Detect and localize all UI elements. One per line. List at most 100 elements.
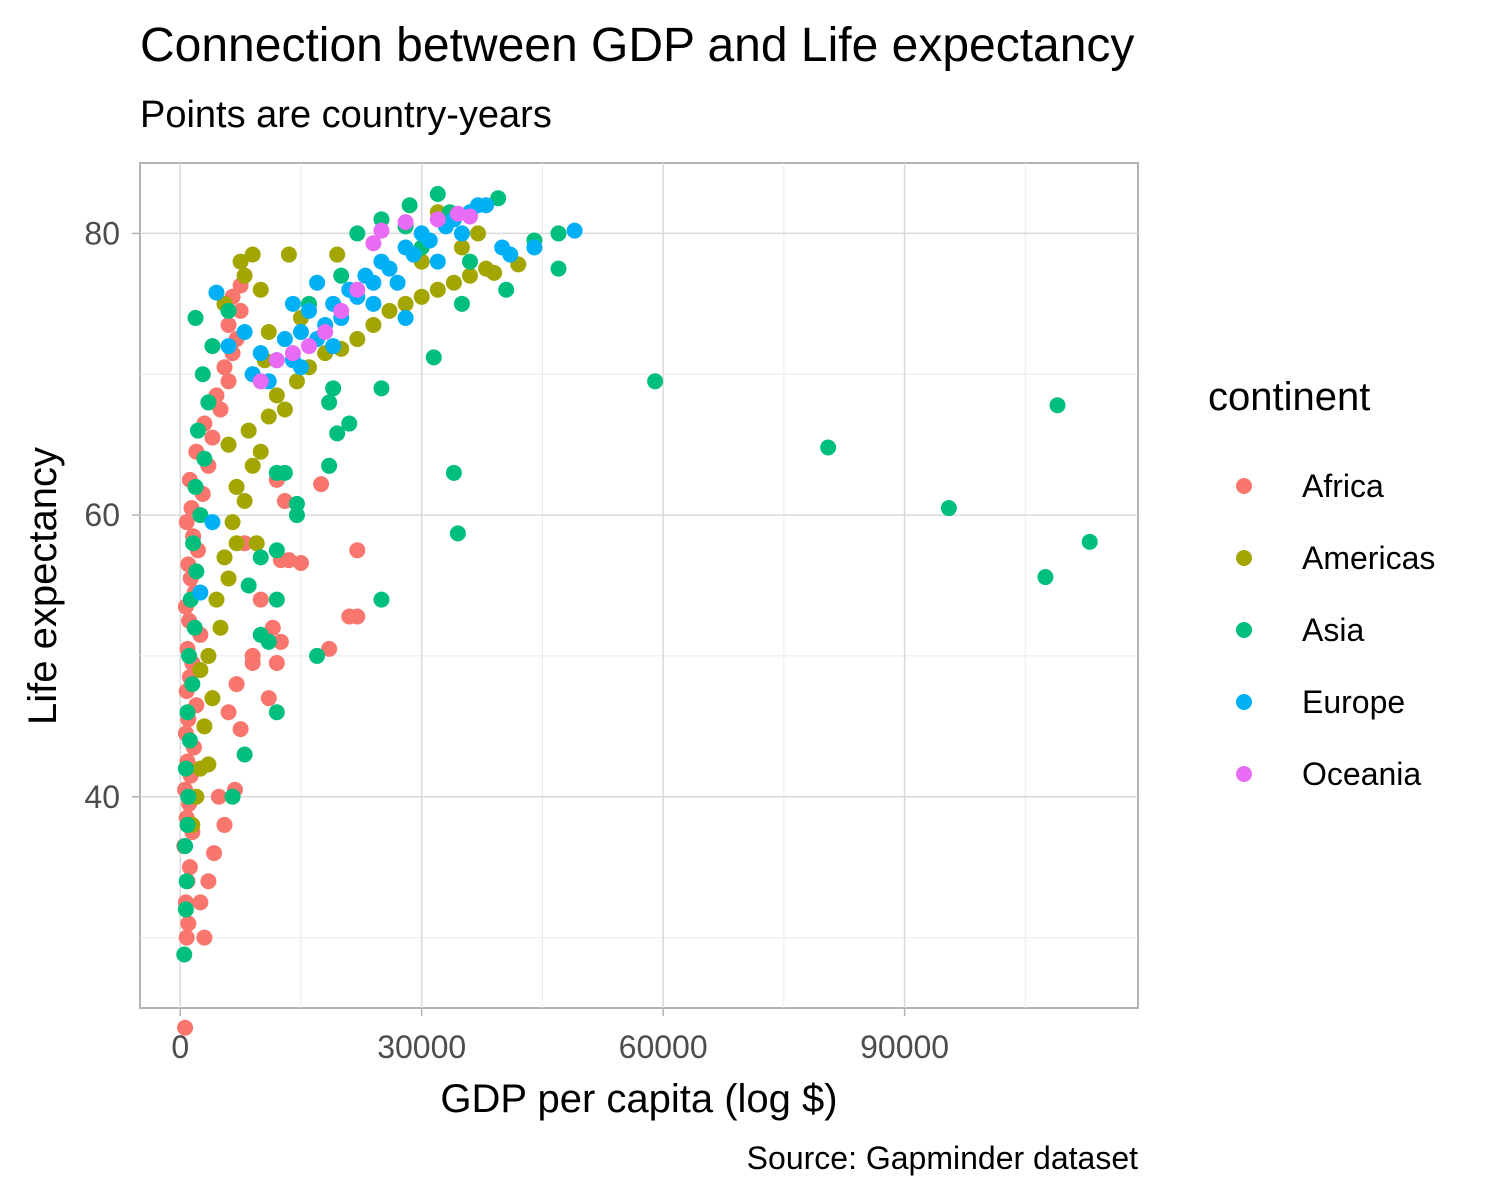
data-point [333, 267, 350, 284]
legend-title: continent [1208, 375, 1371, 419]
data-point [453, 239, 470, 256]
data-point [200, 647, 217, 664]
data-point [413, 288, 430, 305]
legend-key [1236, 622, 1252, 638]
data-point [224, 788, 241, 805]
data-point [321, 640, 338, 657]
data-point [216, 549, 233, 566]
data-point [292, 359, 309, 376]
data-point [292, 324, 309, 340]
data-point [248, 535, 265, 552]
data-point [341, 415, 358, 432]
chart-subtitle: Points are country-years [140, 94, 552, 136]
data-point [309, 647, 326, 664]
data-point [490, 190, 507, 207]
y-tick-label: 60 [84, 497, 120, 533]
legend-label: Oceania [1302, 755, 1422, 792]
data-point [236, 324, 253, 340]
data-point [236, 267, 253, 284]
data-point [453, 295, 470, 312]
data-point [181, 859, 198, 876]
data-point [228, 676, 245, 693]
legend-label: Africa [1302, 467, 1384, 504]
legend-item-asia: Asia [1208, 594, 1435, 666]
data-point [200, 394, 217, 411]
data-point [178, 514, 195, 531]
data-point [216, 816, 233, 833]
data-point [176, 946, 193, 963]
data-point [181, 732, 198, 749]
data-point [189, 422, 206, 439]
data-point [365, 274, 382, 291]
data-point [453, 225, 470, 242]
data-point [260, 408, 277, 425]
data-point [429, 281, 446, 298]
data-point [313, 476, 330, 493]
data-point [502, 246, 519, 263]
data-point [373, 222, 390, 239]
data-point [461, 208, 478, 225]
data-point [397, 214, 414, 231]
data-point [445, 464, 462, 481]
data-point [405, 246, 422, 263]
data-point [1037, 569, 1054, 586]
data-point [192, 894, 209, 911]
legend-label: Asia [1302, 611, 1365, 648]
data-point [220, 570, 237, 587]
data-point [220, 704, 237, 721]
data-point [188, 563, 205, 580]
y-axis-ticks: 40 60 80 [84, 215, 140, 815]
data-point [550, 225, 567, 242]
data-point [268, 591, 285, 608]
data-point [365, 235, 382, 252]
data-point [301, 338, 318, 355]
data-point [240, 422, 257, 439]
data-point [184, 676, 201, 693]
data-point [252, 345, 269, 362]
data-point [820, 439, 837, 456]
data-point [212, 619, 229, 636]
data-point [429, 185, 446, 202]
y-axis-label: Life expectancy [21, 447, 65, 725]
data-point [252, 549, 269, 566]
data-point [204, 429, 221, 446]
data-point [177, 1019, 194, 1036]
legend-label: Europe [1302, 683, 1406, 720]
data-point [333, 302, 350, 319]
data-point [178, 873, 195, 890]
data-point [210, 788, 227, 805]
data-point [220, 373, 237, 390]
data-point [224, 514, 241, 531]
data-point [252, 443, 269, 460]
data-point [461, 253, 478, 270]
data-point [220, 316, 237, 333]
legend-item-oceania: Oceania [1208, 738, 1435, 810]
data-point [280, 552, 297, 569]
data-point [194, 366, 211, 383]
data-point [470, 225, 487, 242]
data-point [236, 493, 253, 509]
data-point [216, 359, 233, 376]
data-point [349, 281, 366, 298]
data-point [1049, 397, 1066, 414]
data-point [208, 284, 225, 301]
data-point [200, 873, 217, 890]
data-point [325, 380, 342, 397]
data-point [196, 718, 213, 735]
data-point [244, 246, 261, 263]
data-point [236, 746, 253, 763]
data-point [349, 608, 366, 625]
data-point [292, 554, 309, 571]
chart-title: Connection between GDP and Life expectan… [140, 19, 1135, 72]
data-point [179, 816, 196, 833]
data-point [365, 295, 382, 312]
legend-item-africa: Africa [1208, 450, 1435, 522]
major-gridlines [140, 163, 1138, 1008]
data-point [429, 253, 446, 270]
legend-key [1236, 550, 1252, 566]
data-point [178, 929, 195, 946]
data-point [204, 690, 221, 707]
data-point [301, 302, 318, 319]
data-point [478, 197, 495, 214]
